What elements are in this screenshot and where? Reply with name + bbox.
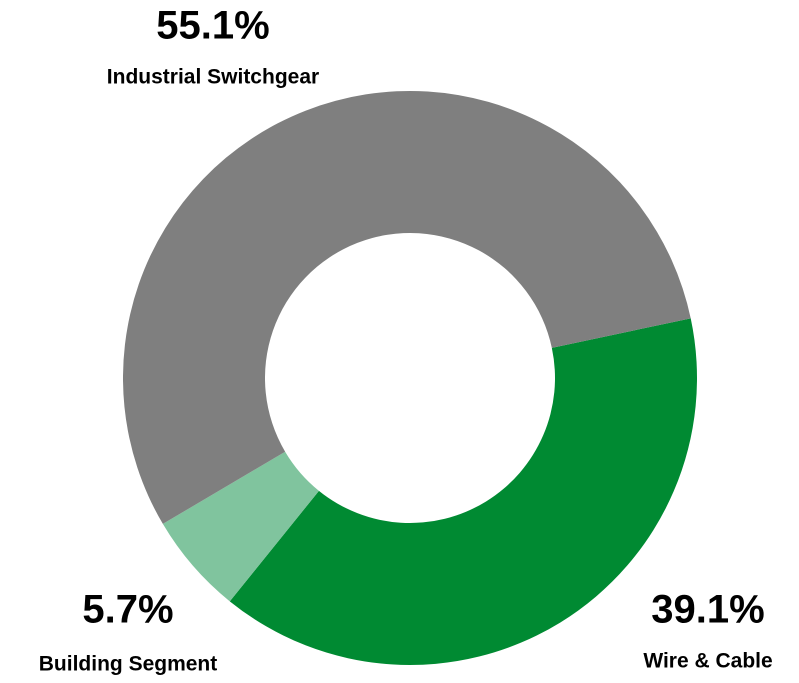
value-label: 55.1% [156,4,269,48]
category-label: Industrial Switchgear [107,66,319,89]
donut-slice [123,91,691,524]
category-label: Building Segment [39,653,218,676]
category-label: Wire & Cable [643,650,772,673]
donut-slice [162,451,319,602]
donut-slice [229,318,697,666]
value-label: 5.7% [82,588,173,632]
value-label: 39.1% [651,588,764,632]
